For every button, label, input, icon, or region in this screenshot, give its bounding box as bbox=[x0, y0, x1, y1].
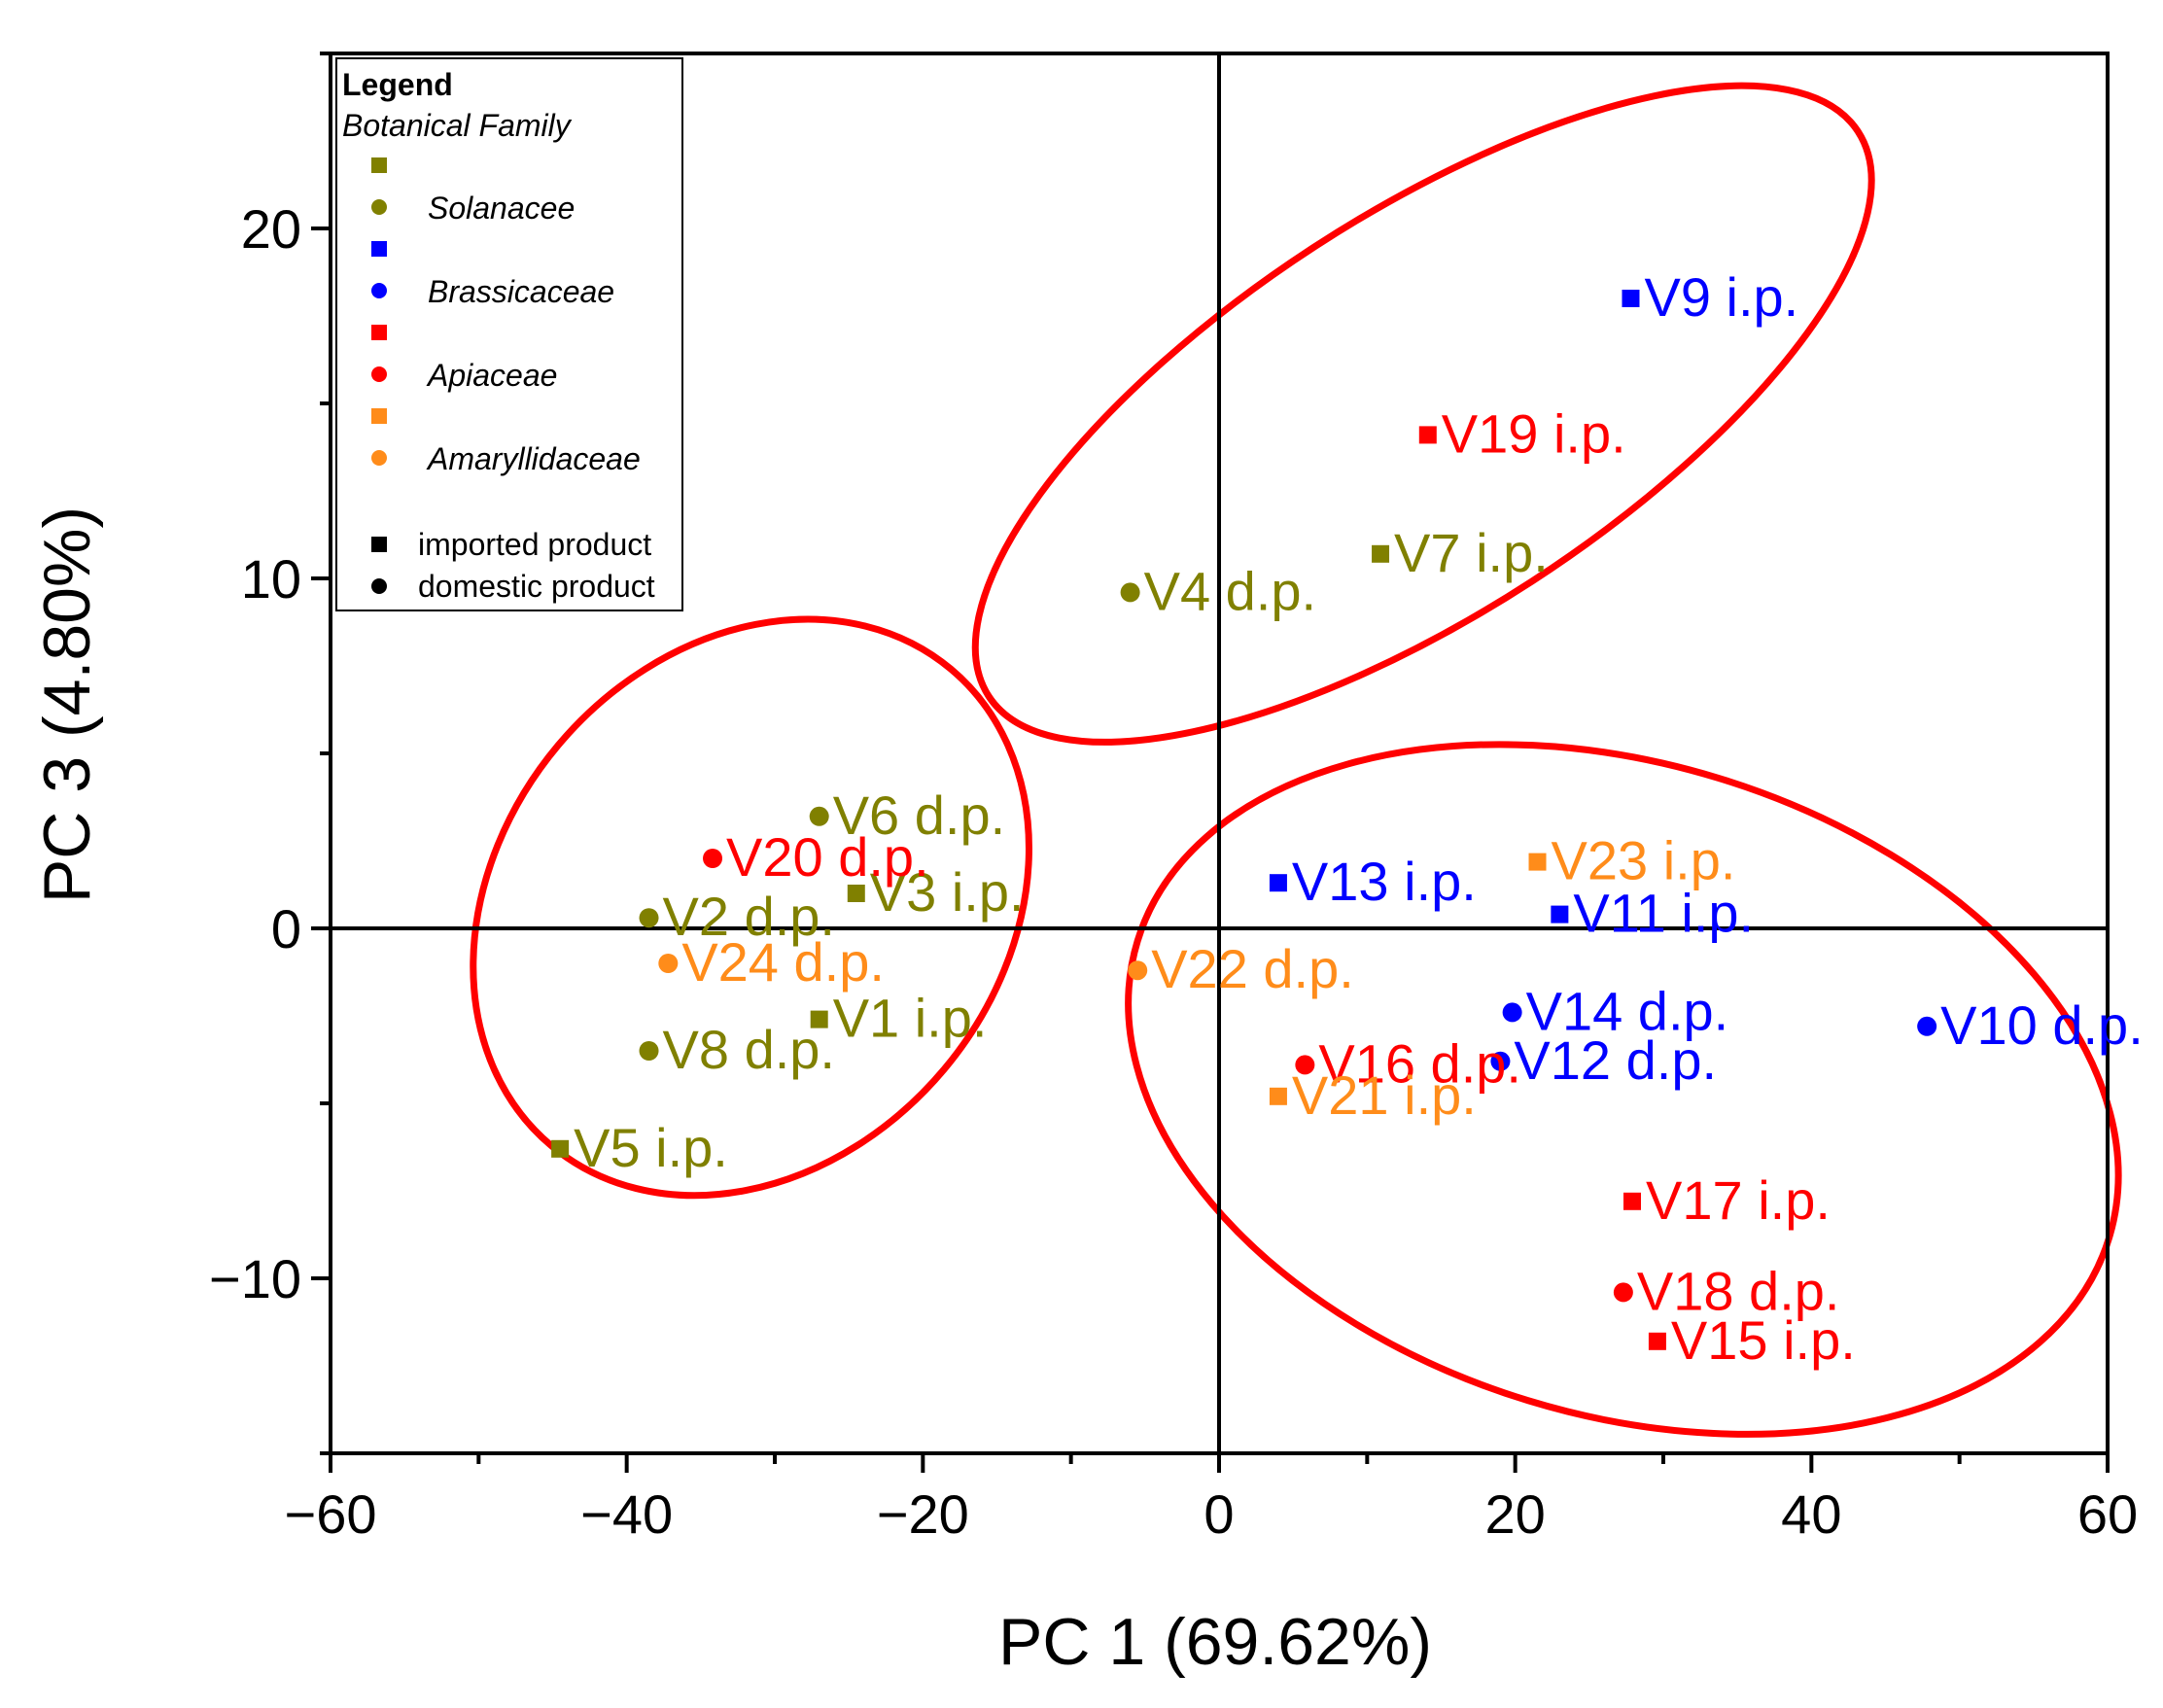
x-tick-label: 60 bbox=[2077, 1483, 2138, 1545]
legend-circle-solanacee bbox=[371, 199, 387, 215]
label-v1-i-p: V1 i.p. bbox=[833, 988, 988, 1049]
point-v12-d-p bbox=[1490, 1051, 1511, 1071]
legend-square-solanacee bbox=[371, 157, 387, 173]
point-v16-d-p bbox=[1295, 1055, 1315, 1075]
point-v8-d-p bbox=[639, 1041, 659, 1061]
point-v15-i-p bbox=[1648, 1332, 1666, 1350]
label-v17-i-p: V17 i.p. bbox=[1646, 1169, 1831, 1231]
legend-subtitle: Botanical Family bbox=[342, 108, 573, 143]
legend-imported-marker bbox=[371, 537, 387, 552]
legend: Legend Botanical Family Solanacee Brassic… bbox=[335, 57, 683, 611]
point-v13-i-p bbox=[1269, 874, 1287, 892]
legend-family-solanacee: Solanacee bbox=[428, 191, 575, 226]
point-v10-d-p bbox=[1917, 1016, 1937, 1036]
point-v17-i-p bbox=[1623, 1192, 1642, 1210]
point-v4-d-p bbox=[1120, 582, 1140, 603]
legend-square-brassicaceae bbox=[371, 241, 387, 257]
point-v19-i-p bbox=[1418, 426, 1437, 444]
legend-family-amaryllidaceae: Amaryllidaceae bbox=[426, 441, 641, 476]
label-v10-d-p: V10 d.p. bbox=[1940, 994, 2144, 1056]
cluster-left-ellipse bbox=[470, 615, 1032, 1200]
label-v21-i-p: V21 i.p. bbox=[1292, 1064, 1477, 1126]
x-tick-label: 0 bbox=[1204, 1483, 1234, 1545]
y-tick-label: 10 bbox=[241, 548, 301, 610]
label-v9-i-p: V9 i.p. bbox=[1644, 266, 1798, 328]
label-v12-d-p: V12 d.p. bbox=[1514, 1029, 1717, 1091]
point-v20-d-p bbox=[703, 849, 723, 868]
y-tick-label: 0 bbox=[271, 898, 301, 959]
point-v7-i-p bbox=[1372, 544, 1390, 563]
point-v3-i-p bbox=[847, 885, 865, 902]
x-tick-label: −40 bbox=[580, 1483, 673, 1545]
label-v3-i-p: V3 i.p. bbox=[870, 861, 1025, 923]
legend-square-amaryllidaceae bbox=[371, 408, 387, 424]
legend-square-apiaceae bbox=[371, 325, 387, 340]
point-v5-i-p bbox=[551, 1139, 570, 1158]
label-v18-d-p: V18 d.p. bbox=[1637, 1260, 1840, 1321]
label-v22-d-p: V22 d.p. bbox=[1151, 938, 1354, 999]
point-v9-i-p bbox=[1622, 290, 1640, 307]
label-v5-i-p: V5 i.p. bbox=[574, 1117, 728, 1178]
label-v14-d-p: V14 d.p. bbox=[1526, 980, 1729, 1041]
legend-families: Solanacee Brassicaceae Apiaceae Amaryllidac… bbox=[371, 157, 641, 476]
point-v21-i-p bbox=[1269, 1087, 1287, 1105]
point-v6-d-p bbox=[809, 806, 829, 826]
axis-ticks: −60 −40 −20 0 20 40 60 −10 0 10 20 bbox=[209, 52, 2138, 1545]
x-tick-label: 40 bbox=[1781, 1483, 1841, 1545]
y-axis-title: PC 3 (4.80%) bbox=[30, 506, 104, 903]
legend-circle-amaryllidaceae bbox=[371, 450, 387, 466]
data-points bbox=[551, 290, 1937, 1350]
legend-family-apiaceae: Apiaceae bbox=[426, 358, 557, 393]
y-tick-label: 20 bbox=[241, 198, 301, 260]
point-v1-i-p bbox=[810, 1010, 828, 1028]
label-v19-i-p: V19 i.p. bbox=[1442, 402, 1626, 464]
point-v14-d-p bbox=[1502, 1002, 1522, 1023]
legend-title: Legend bbox=[342, 67, 453, 102]
label-v8-d-p: V8 d.p. bbox=[663, 1019, 835, 1080]
point-v11-i-p bbox=[1551, 905, 1569, 924]
y-tick-label: −10 bbox=[209, 1248, 301, 1309]
point-v23-i-p bbox=[1528, 853, 1547, 871]
label-v6-d-p: V6 d.p. bbox=[833, 784, 1005, 846]
legend-box bbox=[335, 57, 683, 611]
point-labels: V1 i.p. V2 d.p. V3 i.p. V4 d.p. V5 i.p. V6 d.… bbox=[574, 266, 2144, 1371]
legend-circle-apiaceae bbox=[371, 366, 387, 382]
legend-imported-label: imported product bbox=[418, 527, 651, 562]
label-v15-i-p: V15 i.p. bbox=[1671, 1309, 1856, 1371]
legend-family-brassicaceae: Brassicaceae bbox=[428, 274, 614, 309]
label-v13-i-p: V13 i.p. bbox=[1292, 851, 1477, 912]
point-v18-d-p bbox=[1613, 1282, 1633, 1303]
label-v4-d-p: V4 d.p. bbox=[1144, 560, 1316, 621]
x-tick-label: −20 bbox=[877, 1483, 969, 1545]
x-tick-label: −60 bbox=[285, 1483, 377, 1545]
legend-circle-brassicaceae bbox=[371, 283, 387, 298]
point-v2-d-p bbox=[639, 908, 659, 928]
label-v20-d-p: V20 d.p. bbox=[726, 826, 929, 888]
point-v24-d-p bbox=[658, 954, 679, 973]
label-v16-d-p: V16 d.p. bbox=[1318, 1032, 1521, 1094]
label-v7-i-p: V7 i.p. bbox=[1394, 522, 1549, 583]
label-v11-i-p: V11 i.p. bbox=[1573, 883, 1754, 944]
legend-product-types: imported product domestic product bbox=[371, 527, 655, 604]
label-v2-d-p: V2 d.p. bbox=[663, 886, 835, 947]
x-tick-label: 20 bbox=[1485, 1483, 1546, 1545]
label-v24-d-p: V24 d.p. bbox=[681, 931, 885, 993]
x-axis-title: PC 1 (69.62%) bbox=[998, 1605, 1432, 1679]
legend-domestic-label: domestic product bbox=[418, 569, 655, 604]
label-v23-i-p: V23 i.p. bbox=[1552, 830, 1736, 891]
point-v22-d-p bbox=[1128, 960, 1148, 981]
legend-domestic-marker bbox=[371, 578, 387, 594]
cluster-upper-ellipse bbox=[971, 82, 1875, 746]
